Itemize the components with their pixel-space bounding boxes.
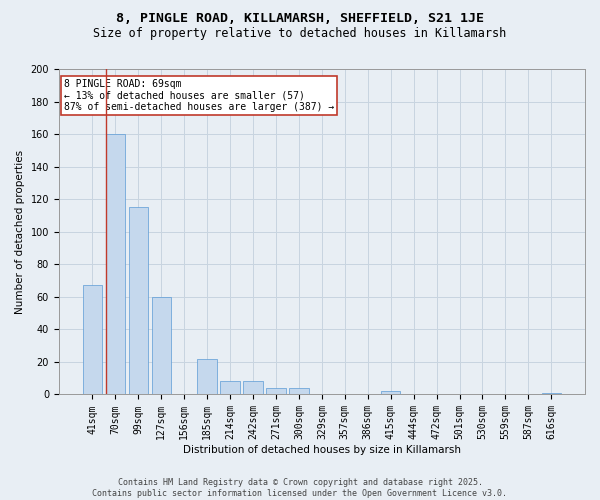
- Bar: [220, 382, 240, 394]
- X-axis label: Distribution of detached houses by size in Killamarsh: Distribution of detached houses by size …: [183, 445, 461, 455]
- Y-axis label: Number of detached properties: Number of detached properties: [15, 150, 25, 314]
- Text: 8 PINGLE ROAD: 69sqm
← 13% of detached houses are smaller (57)
87% of semi-detac: 8 PINGLE ROAD: 69sqm ← 13% of detached h…: [64, 79, 334, 112]
- Bar: [381, 391, 400, 394]
- Bar: [197, 358, 217, 394]
- Bar: [266, 388, 286, 394]
- Text: Size of property relative to detached houses in Killamarsh: Size of property relative to detached ho…: [94, 28, 506, 40]
- Bar: [106, 134, 125, 394]
- Bar: [542, 393, 561, 394]
- Bar: [83, 286, 102, 395]
- Bar: [128, 208, 148, 394]
- Text: Contains HM Land Registry data © Crown copyright and database right 2025.
Contai: Contains HM Land Registry data © Crown c…: [92, 478, 508, 498]
- Bar: [289, 388, 308, 394]
- Bar: [152, 297, 171, 394]
- Text: 8, PINGLE ROAD, KILLAMARSH, SHEFFIELD, S21 1JE: 8, PINGLE ROAD, KILLAMARSH, SHEFFIELD, S…: [116, 12, 484, 26]
- Bar: [244, 382, 263, 394]
